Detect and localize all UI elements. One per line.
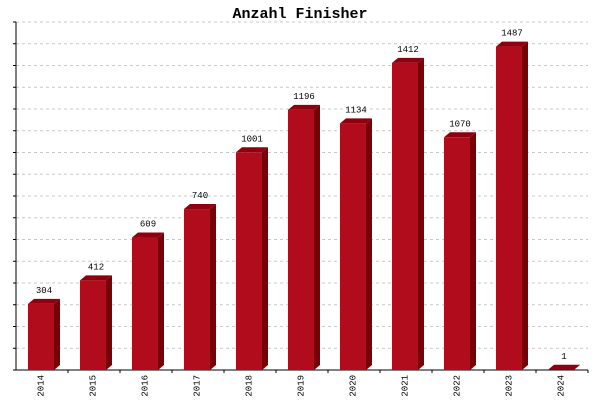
x-tick-label: 2020 xyxy=(348,375,358,397)
bar-side xyxy=(158,232,164,370)
bar-top xyxy=(184,204,216,210)
value-label: 1412 xyxy=(397,45,419,55)
bar xyxy=(392,62,418,370)
x-tick-label: 2019 xyxy=(296,375,306,397)
bar-side xyxy=(262,147,268,370)
value-label: 1001 xyxy=(241,134,263,144)
bar-top xyxy=(340,118,372,124)
bar-side xyxy=(366,118,372,370)
bar-side xyxy=(106,275,112,370)
value-label: 1134 xyxy=(345,105,367,115)
bar-top xyxy=(392,57,424,63)
value-label: 1487 xyxy=(501,29,523,39)
value-label: 740 xyxy=(192,191,208,201)
bar-side xyxy=(54,298,60,370)
x-tick-label: 2018 xyxy=(244,375,254,397)
bar-top xyxy=(132,232,164,238)
bar-top xyxy=(548,364,580,370)
value-label: 1 xyxy=(561,352,566,362)
bar xyxy=(236,152,262,370)
x-tick-label: 2016 xyxy=(140,375,150,397)
bar-side xyxy=(470,132,476,370)
bar xyxy=(80,280,106,370)
value-label: 1196 xyxy=(293,92,315,102)
bar-side xyxy=(210,204,216,370)
x-tick-label: 2014 xyxy=(36,375,46,397)
bar-top xyxy=(80,275,112,281)
chart-title: Anzahl Finisher xyxy=(232,6,367,23)
bar xyxy=(288,109,314,371)
x-tick-label: 2021 xyxy=(400,375,410,397)
bar-side xyxy=(522,41,528,370)
bar-side xyxy=(418,57,424,370)
bar xyxy=(340,123,366,370)
bar-top xyxy=(236,147,268,153)
bar-top xyxy=(444,132,476,138)
value-label: 412 xyxy=(88,262,104,272)
x-tick-label: 2022 xyxy=(452,375,462,397)
bar xyxy=(444,137,470,370)
x-tick-label: 2024 xyxy=(556,375,566,397)
bar-side xyxy=(574,364,580,370)
x-tick-label: 2015 xyxy=(88,375,98,397)
bar-top xyxy=(288,104,320,110)
bar xyxy=(184,209,210,370)
bar-top xyxy=(28,298,60,304)
x-tick-label: 2017 xyxy=(192,375,202,397)
bar xyxy=(28,303,54,370)
value-label: 304 xyxy=(36,286,52,296)
value-label: 609 xyxy=(140,220,156,230)
bar-side xyxy=(314,104,320,371)
bar xyxy=(496,46,522,370)
value-label: 1070 xyxy=(449,119,471,129)
bar-top xyxy=(496,41,528,47)
bar xyxy=(132,237,158,370)
x-tick-label: 2023 xyxy=(504,375,514,397)
